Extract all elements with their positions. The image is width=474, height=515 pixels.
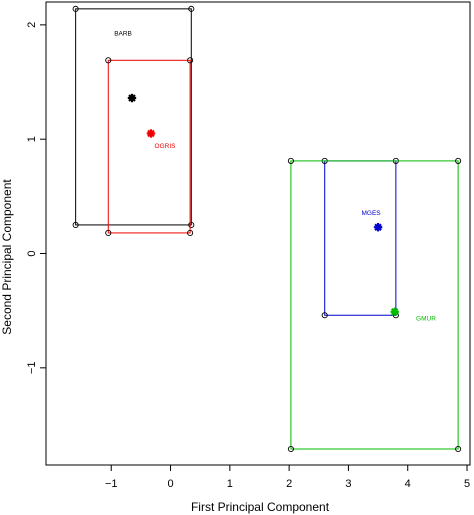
barb-label: BARB [114, 31, 132, 38]
gmur-corner-point [455, 157, 462, 164]
mges-label: MGES [361, 210, 381, 217]
x-tick-label: 3 [345, 478, 351, 490]
ogris-corner-point [187, 57, 194, 64]
y-tick-label: 1 [26, 136, 38, 142]
x-axis-label: First Principal Component [191, 500, 330, 514]
mges-rectangle [324, 160, 397, 316]
x-tick-label: 0 [167, 478, 173, 490]
group-labels: BARB OGRIS MGES GMUR [114, 31, 436, 323]
y-axis-label: Second Principal Component [0, 179, 14, 335]
gmur-corner-point [287, 157, 294, 164]
ogris-rectangle [107, 59, 191, 234]
plot-frame [45, 1, 471, 466]
x-tick-label: 1 [227, 478, 233, 490]
mges-corner-point [321, 312, 328, 319]
ogris-centroid-point [146, 129, 156, 138]
barb-corner-point [188, 221, 195, 228]
x-tick-label: 2 [286, 478, 292, 490]
group-rectangles [72, 5, 462, 453]
x-tick-label: −1 [105, 478, 118, 490]
y-tick-label: 2 [26, 22, 38, 28]
gmur-rectangle [290, 160, 459, 450]
ogris-corner-point [105, 57, 112, 64]
gmur-centroid-point [390, 307, 399, 317]
barb-corner-point [72, 221, 79, 228]
axes: −1 0 1 2 3 4 5 −1 0 1 2 [26, 1, 471, 490]
y-tick-label: 0 [26, 250, 38, 256]
barb-centroid-point [127, 93, 137, 103]
mges-centroid-point [373, 223, 383, 232]
barb-corner-point [72, 5, 79, 12]
ogris-label: OGRIS [155, 143, 177, 150]
ogris-corner-point [187, 229, 194, 236]
barb-rectangle [75, 8, 192, 226]
gmur-label: GMUR [416, 315, 436, 322]
y-tick-label: −1 [26, 362, 38, 375]
gmur-corner-point [455, 445, 462, 453]
x-tick-label: 5 [464, 478, 470, 490]
centroid-points [127, 93, 399, 317]
ogris-corner-point [105, 229, 112, 236]
x-tick-label: 4 [405, 478, 411, 490]
gmur-corner-point [287, 445, 294, 453]
barb-corner-point [188, 5, 195, 12]
